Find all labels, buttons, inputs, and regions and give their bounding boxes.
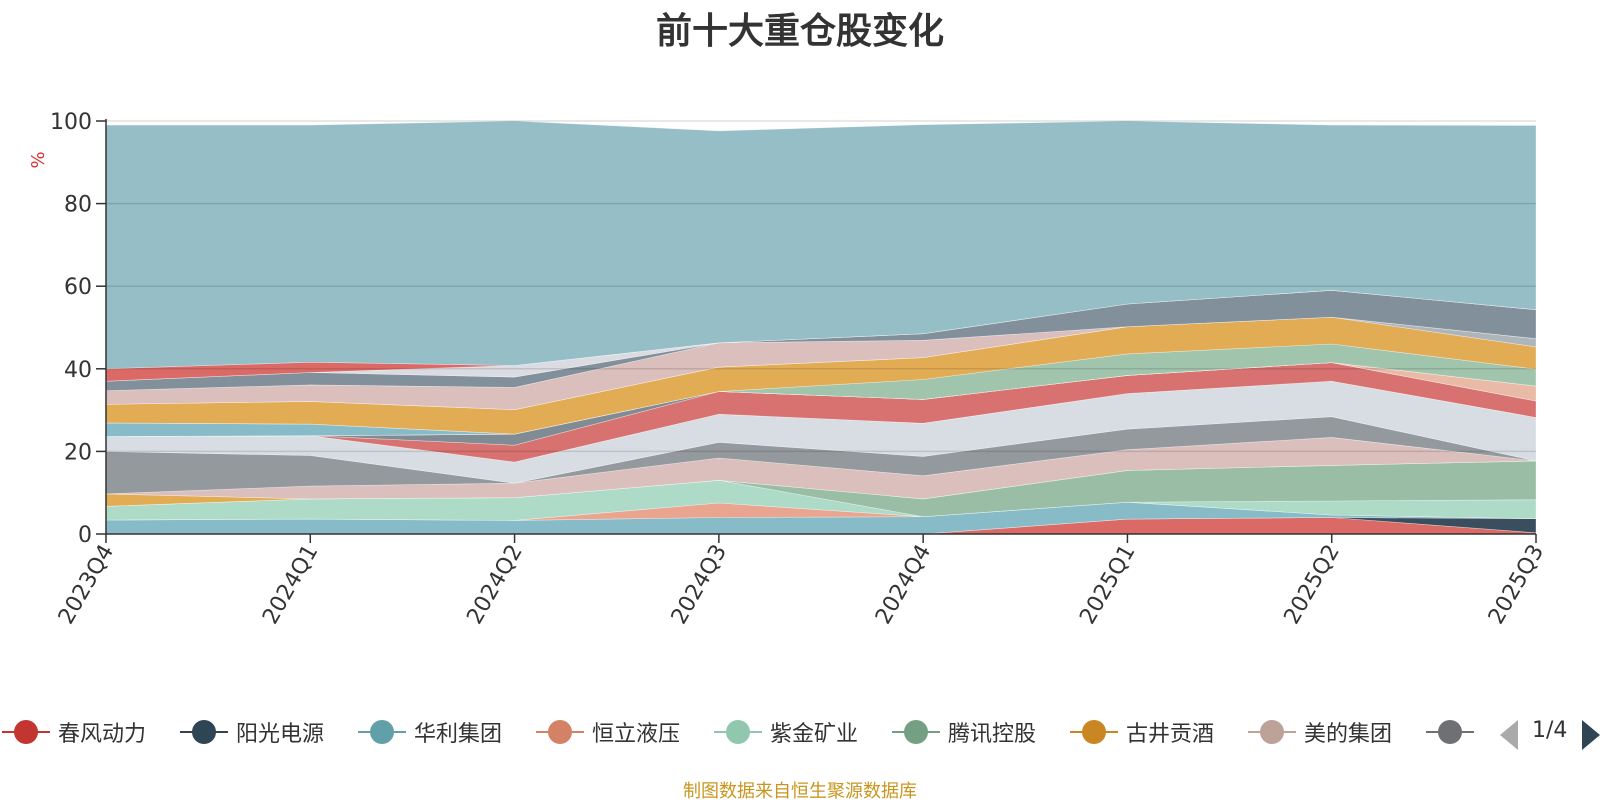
data-source-note: 制图数据来自恒生聚源数据库 xyxy=(683,781,917,802)
legend-label: 恒立液压 xyxy=(592,722,681,747)
x-tick-label: 2024Q3 xyxy=(667,541,732,629)
legend-marker-icon xyxy=(892,720,940,744)
y-tick-label: 40 xyxy=(64,358,92,383)
legend-item[interactable]: 三一重工 xyxy=(1426,712,1480,752)
next-page-icon[interactable] xyxy=(1582,720,1600,750)
legend-item[interactable]: 春风动力 xyxy=(2,712,146,752)
x-tick-label: 2025Q1 xyxy=(1075,541,1140,629)
legend-marker-icon xyxy=(1070,720,1118,744)
legend-marker-icon xyxy=(2,720,50,744)
legend-page-indicator: 1/4 xyxy=(1532,718,1568,743)
x-tick-label: 2024Q1 xyxy=(258,541,323,629)
legend-item[interactable]: 腾讯控股 xyxy=(892,712,1036,752)
legend-marker-icon xyxy=(714,720,762,744)
legend-marker-icon xyxy=(536,720,584,744)
legend-item[interactable]: 美的集团 xyxy=(1248,712,1392,752)
legend-marker-icon xyxy=(1426,720,1474,744)
legend-marker-icon xyxy=(358,720,406,744)
y-tick-label: 80 xyxy=(64,193,92,218)
chart-legend: 春风动力 阳光电源 华利集团 恒立液压 紫金矿业 腾讯控股 古井贡酒 美的集团 三一重工 xyxy=(0,712,1480,752)
x-tick-label: 2024Q4 xyxy=(871,541,936,629)
y-tick-label: 0 xyxy=(78,523,92,548)
legend-label: 阳光电源 xyxy=(236,722,325,747)
legend-item[interactable]: 恒立液压 xyxy=(536,712,680,752)
legend-pager: 1/4 xyxy=(1500,716,1600,752)
x-tick-label: 2024Q2 xyxy=(462,541,527,629)
area-layers xyxy=(105,120,1537,535)
grid-lines xyxy=(106,120,1536,453)
legend-item[interactable]: 古井贡酒 xyxy=(1070,712,1214,752)
y-tick-label: 60 xyxy=(64,275,92,300)
area-series xyxy=(105,120,1537,370)
y-tick-label: 20 xyxy=(64,440,92,465)
legend-label: 华利集团 xyxy=(414,722,503,747)
legend-marker-icon xyxy=(180,720,228,744)
y-tick-label: 100 xyxy=(50,110,92,135)
legend-item[interactable]: 阳光电源 xyxy=(180,712,324,752)
legend-item[interactable]: 紫金矿业 xyxy=(714,712,858,752)
legend-label: 腾讯控股 xyxy=(948,722,1037,747)
legend-marker-icon xyxy=(1248,720,1296,744)
legend-item[interactable]: 华利集团 xyxy=(358,712,502,752)
stacked-area-chart: 0 20 40 60 80 100 2023Q4 2024Q1 2024Q2 2024Q3 2024… xyxy=(28,110,1549,629)
y-axis-label: % xyxy=(28,151,49,168)
x-tick-label: 2023Q4 xyxy=(54,541,119,629)
x-tick-label: 2025Q2 xyxy=(1280,541,1345,629)
x-tick-label: 2025Q3 xyxy=(1484,541,1549,629)
prev-page-icon[interactable] xyxy=(1500,720,1518,750)
legend-label: 紫金矿业 xyxy=(770,722,859,747)
chart-title: 前十大重仓股变化 xyxy=(655,11,944,52)
legend-label: 古井贡酒 xyxy=(1126,722,1215,747)
legend-label: 美的集团 xyxy=(1304,722,1393,747)
legend-label: 春风动力 xyxy=(58,722,147,747)
